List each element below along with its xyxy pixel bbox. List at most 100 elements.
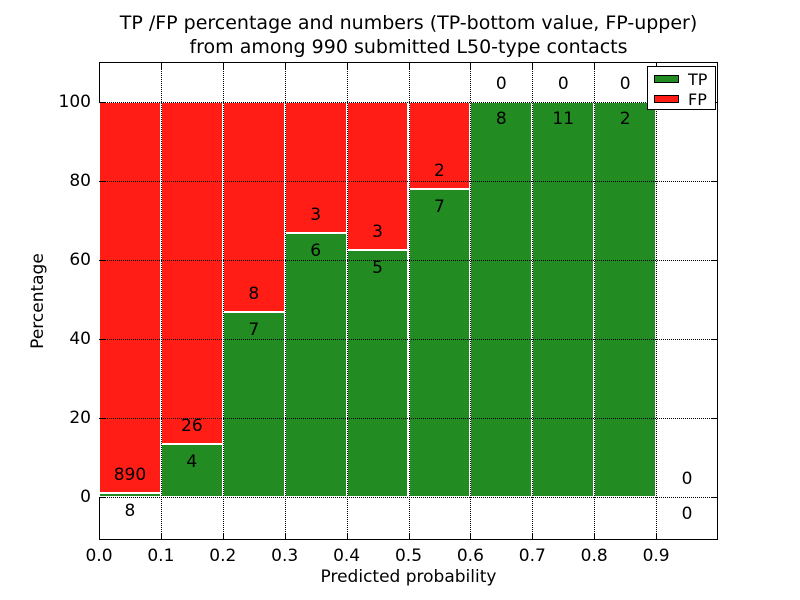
x-tick-mark — [284, 533, 286, 539]
x-tick-mark-top — [99, 63, 100, 69]
x-gridline — [284, 62, 286, 540]
x-tick-mark-top — [160, 63, 162, 69]
x-tick-label: 0.4 — [333, 546, 361, 566]
x-tick-mark-top — [594, 63, 596, 69]
y-tick-mark — [100, 417, 106, 419]
x-tick-label: 0.0 — [85, 546, 113, 566]
tp-bar-segment — [408, 189, 471, 497]
y-tick-label: 0 — [80, 486, 91, 507]
chart-title-line1: TP /FP percentage and numbers (TP-bottom… — [119, 12, 698, 34]
tp-bar-segment — [532, 101, 595, 497]
x-tick-mark — [99, 533, 100, 539]
y-tick-label: 40 — [69, 328, 91, 349]
x-tick-mark-top — [408, 63, 410, 69]
y-tick-mark-right — [711, 338, 717, 340]
legend-entry-tp: TP — [648, 71, 715, 88]
y-gridline — [99, 259, 718, 261]
y-tick-label: 80 — [69, 170, 91, 191]
fp-bar-segment — [222, 101, 285, 313]
x-tick-mark — [408, 533, 410, 539]
y-tick-label: 100 — [58, 91, 91, 112]
y-tick-mark-right — [711, 417, 717, 419]
y-tick-mark-right — [711, 180, 717, 182]
tp-legend-label: TP — [688, 70, 708, 89]
fp-count-label: 890 — [113, 465, 147, 486]
x-tick-label: 0.9 — [642, 546, 670, 566]
fp-color-swatch — [654, 95, 679, 103]
x-tick-mark — [346, 533, 348, 539]
tp-count-label: 7 — [248, 320, 260, 341]
y-gridline — [99, 417, 718, 419]
x-gridline — [470, 62, 472, 540]
x-tick-label: 0.6 — [456, 546, 484, 566]
fp-count-label: 0 — [619, 73, 631, 94]
y-tick-mark — [100, 259, 106, 261]
y-tick-mark — [100, 338, 106, 340]
y-axis-label: Percentage — [28, 253, 48, 349]
fp-count-label: 3 — [310, 205, 322, 226]
tp-count-label: 5 — [372, 257, 383, 278]
fp-count-label: 8 — [248, 284, 260, 305]
x-gridline — [222, 62, 224, 540]
x-tick-label: 0.8 — [580, 546, 608, 566]
x-gridline — [346, 62, 348, 540]
y-tick-label: 60 — [69, 249, 91, 270]
x-tick-mark-top — [222, 63, 224, 69]
x-tick-mark-top — [532, 63, 534, 69]
x-tick-mark — [594, 533, 596, 539]
x-gridline — [656, 62, 658, 540]
y-tick-mark — [100, 180, 106, 182]
y-tick-mark — [100, 496, 106, 498]
fp-count-label: 0 — [557, 73, 569, 94]
fp-bar-segment — [99, 101, 161, 494]
tp-count-label: 11 — [552, 109, 575, 130]
fp-bar-segment — [284, 101, 347, 234]
x-tick-mark — [532, 533, 534, 539]
tp-bar-segment — [346, 249, 409, 497]
fp-count-label: 0 — [681, 468, 693, 489]
x-tick-label: 0.2 — [209, 546, 237, 566]
x-gridline — [408, 62, 410, 540]
tp-count-label: 4 — [186, 451, 198, 472]
tp-count-label: 7 — [434, 197, 445, 218]
y-gridline — [99, 496, 718, 498]
y-gridline — [99, 101, 718, 103]
tp-bar-segment — [594, 101, 657, 497]
tp-count-label: 0 — [681, 504, 693, 525]
tp-color-swatch — [654, 75, 679, 83]
x-tick-mark-top — [284, 63, 286, 69]
chart-title-line2: from among 990 submitted L50-type contac… — [189, 36, 628, 58]
x-tick-mark — [656, 533, 658, 539]
tp-bar-segment — [99, 493, 161, 497]
x-tick-mark — [470, 533, 472, 539]
x-tick-mark-top — [470, 63, 472, 69]
fp-count-label: 3 — [372, 221, 383, 242]
x-tick-label: 0.3 — [271, 546, 299, 566]
legend-entry-fp: FP — [648, 91, 715, 108]
x-tick-label: 0.7 — [518, 546, 546, 566]
fp-bar-segment — [160, 101, 223, 444]
fp-bar-segment — [408, 101, 471, 190]
x-tick-mark — [160, 533, 162, 539]
y-tick-mark — [100, 101, 106, 103]
x-gridline — [594, 62, 596, 540]
tp-count-label: 6 — [310, 241, 322, 262]
fp-count-label: 0 — [495, 73, 507, 94]
x-tick-mark — [222, 533, 224, 539]
y-gridline — [99, 338, 718, 340]
y-tick-mark-right — [711, 496, 717, 498]
y-gridline — [99, 180, 718, 182]
y-tick-mark-right — [711, 259, 717, 261]
fp-legend-label: FP — [688, 90, 707, 109]
tp-bar-segment — [284, 233, 347, 497]
tp-bar-segment — [470, 101, 533, 497]
x-tick-mark-top — [346, 63, 348, 69]
chart-title: TP /FP percentage and numbers (TP-bottom… — [99, 11, 718, 59]
fp-count-label: 26 — [181, 415, 203, 436]
tp-count-label: 8 — [495, 109, 507, 130]
fp-count-label: 2 — [434, 161, 445, 182]
legend: TP FP — [647, 66, 716, 110]
x-gridline — [532, 62, 534, 540]
x-tick-label: 0.5 — [394, 546, 423, 566]
